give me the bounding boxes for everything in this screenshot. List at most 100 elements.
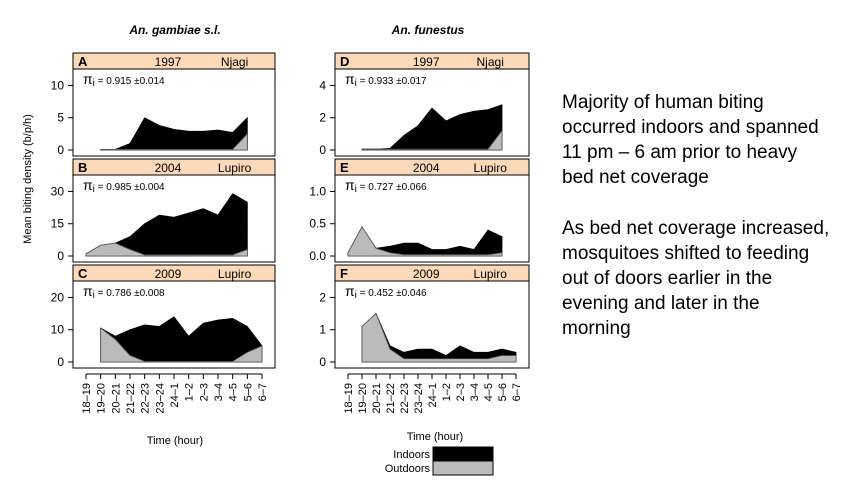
panel-year: 1997: [413, 55, 440, 69]
area-outdoors: [100, 132, 248, 151]
x-tick-label: 2–3: [455, 383, 467, 401]
x-tick-label: 22–23: [399, 383, 411, 414]
panel-site: Lupiro: [218, 267, 252, 281]
x-tick-label: 5–6: [242, 383, 254, 401]
pi-annotation: πi = 0.786 ±0.008: [83, 283, 165, 301]
area-indoors: [100, 316, 263, 363]
panel-letter: A: [78, 54, 88, 69]
x-tick-label: 4–5: [228, 383, 240, 401]
x-tick-label: 6–7: [257, 383, 269, 401]
x-tick-label: 3–4: [213, 383, 225, 401]
x-tick-label: 3–4: [469, 383, 481, 401]
x-tick-label: 24–1: [427, 383, 439, 407]
panel-b: B 2004 Lupiro πi = 0.985 ±0.004 0 15 30: [51, 158, 276, 263]
x-tick-label: 1–2: [184, 383, 196, 401]
pi-annotation: πi = 0.727 ±0.066: [345, 177, 427, 195]
y-tick-label: 0: [57, 249, 64, 263]
x-tick-label: 18–19: [81, 383, 93, 414]
x-tick-label: 1–2: [441, 383, 453, 401]
x-tick-label: 21–22: [385, 383, 397, 414]
y-axis-label: Mean biting density (b/p/h): [22, 114, 34, 244]
x-axis-label-left: Time (hour): [147, 435, 203, 447]
panel-e: E 2004 Lupiro πi = 0.727 ±0.066 0.0 0.5 1.0: [309, 158, 530, 263]
col-title-gambiae: An. gambiae s.l.: [128, 23, 220, 37]
y-tick-label: 4: [319, 78, 326, 92]
area-outdoors: [85, 242, 248, 257]
legend-label-outdoors: Outdoors: [385, 463, 431, 475]
panel-letter: D: [340, 54, 349, 69]
panel-header: [334, 52, 530, 70]
area-outdoors: [361, 129, 503, 151]
legend: Indoors Outdoors: [385, 446, 494, 476]
legend-swatch-outdoors: [432, 460, 494, 476]
panel-year: 2009: [413, 267, 440, 281]
panel-letter: E: [340, 160, 349, 175]
x-tick-label: 24–1: [169, 383, 181, 407]
area-outdoors: [361, 312, 517, 363]
legend-label-indoors: Indoors: [393, 449, 430, 461]
x-tick-label: 21–22: [125, 383, 137, 414]
panel-letter: C: [78, 266, 88, 281]
y-tick-label: 2: [319, 290, 326, 304]
y-tick-label: 1.0: [309, 184, 326, 198]
area-outdoors: [347, 226, 503, 257]
pi-annotation: πi = 0.985 ±0.004: [83, 177, 165, 195]
panel-c: C 2009 Lupiro πi = 0.786 ±0.008 0 10 20 18–19 19…: [51, 264, 276, 414]
panel-f: F 2009 Lupiro πi = 0.452 ±0.046 0 1 2 18–19 19–2…: [319, 264, 530, 414]
x-tick-label: 4–5: [483, 383, 495, 401]
legend-swatch-indoors: [432, 446, 494, 462]
x-tick-label: 23–24: [154, 383, 166, 414]
x-tick-label: 19–20: [96, 383, 108, 414]
y-tick-label: 0.5: [309, 217, 326, 231]
y-tick-label: 0: [57, 355, 64, 369]
panel-year: 1997: [155, 55, 182, 69]
x-tick-label: 23–24: [413, 383, 425, 414]
panel-site: Njagi: [477, 55, 504, 69]
panel-site: Lupiro: [218, 161, 252, 175]
y-tick-label: 1: [319, 323, 326, 337]
x-tick-label: 18–19: [343, 383, 355, 414]
y-tick-label: 0.0: [309, 249, 326, 263]
panel-header: [334, 264, 530, 282]
area-indoors: [100, 116, 248, 151]
panel-header: [72, 52, 276, 70]
pi-annotation: πi = 0.933 ±0.017: [345, 71, 427, 89]
panel-a: A 1997 Njagi πi = 0.915 ±0.014 0 5 10: [51, 52, 276, 157]
y-tick-label: 0: [319, 143, 326, 157]
panel-year: 2009: [155, 267, 182, 281]
pi-annotation: πi = 0.915 ±0.014: [83, 71, 165, 89]
panel-year: 2004: [155, 161, 182, 175]
panel-letter: B: [78, 160, 87, 175]
y-tick-label: 15: [51, 217, 65, 231]
panel-site: Lupiro: [474, 267, 508, 281]
x-tick-label: 20–21: [110, 383, 122, 414]
pi-annotation: πi = 0.452 ±0.046: [345, 283, 427, 301]
x-tick-label: 19–20: [357, 383, 369, 414]
panel-site: Njagi: [221, 55, 248, 69]
side-paragraph-1: Majority of human biting occurred indoor…: [562, 92, 819, 188]
x-tick-label: 22–23: [140, 383, 152, 414]
side-paragraph-2: As bed net coverage increased, mosquitoe…: [562, 218, 830, 339]
panel-d: D 1997 Njagi πi = 0.933 ±0.017 0 2 4: [319, 52, 530, 157]
y-tick-label: 30: [51, 184, 65, 198]
x-tick-label: 2–3: [198, 383, 210, 401]
panel-header: [72, 158, 276, 176]
panel-letter: F: [340, 266, 348, 281]
side-text: Majority of human biting occurred indoor…: [562, 90, 832, 367]
area-outdoors: [100, 327, 263, 363]
y-tick-label: 2: [319, 111, 326, 125]
y-tick-label: 10: [51, 78, 65, 92]
panel-header: [72, 264, 276, 282]
col-title-funestus: An. funestus: [391, 23, 465, 37]
x-tick-label: 20–21: [371, 383, 383, 414]
y-tick-label: 10: [51, 323, 65, 337]
x-tick-label: 5–6: [497, 383, 509, 401]
y-tick-label: 5: [57, 111, 64, 125]
y-tick-label: 0: [57, 143, 64, 157]
y-tick-label: 0: [319, 355, 326, 369]
panel-header: [334, 158, 530, 176]
panel-year: 2004: [413, 161, 440, 175]
panel-site: Lupiro: [474, 161, 508, 175]
y-tick-label: 20: [51, 290, 65, 304]
